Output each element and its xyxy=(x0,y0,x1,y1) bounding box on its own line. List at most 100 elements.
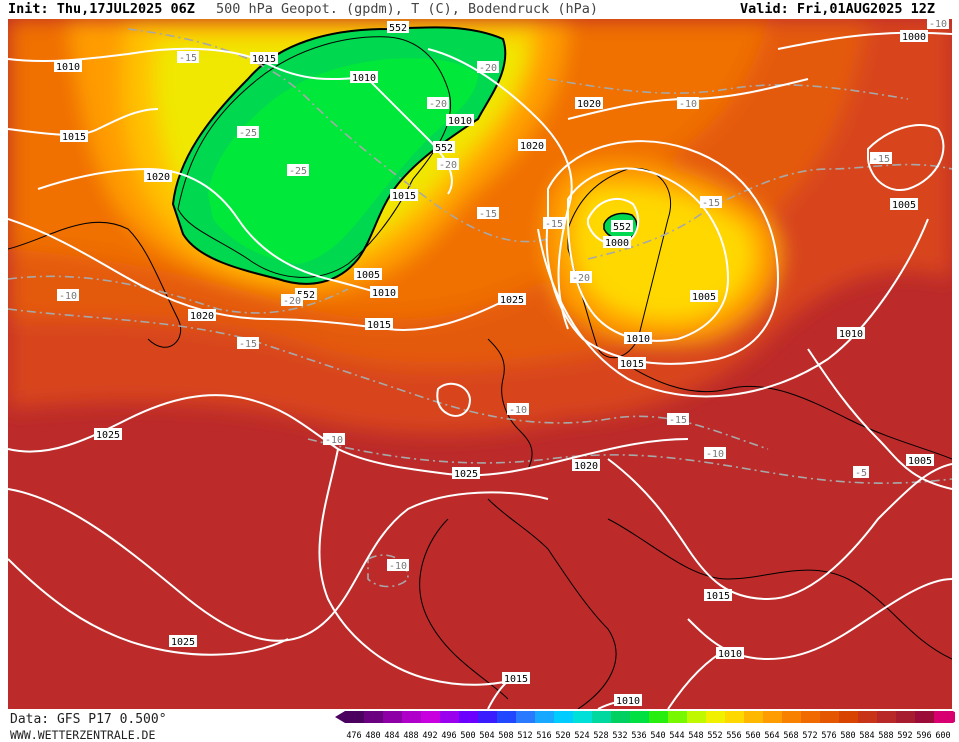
pressure-label-box xyxy=(572,459,600,471)
temperature-label: -20 xyxy=(439,160,457,171)
legend-value: 560 xyxy=(745,731,760,741)
legend-value: 524 xyxy=(574,731,589,741)
pressure-label: 1010 xyxy=(718,649,742,660)
legend-swatch xyxy=(668,711,687,723)
pressure-label: 1020 xyxy=(520,141,544,152)
pressure-label: 1020 xyxy=(577,99,601,110)
pressure-label: 1015 xyxy=(392,191,416,202)
pressure-label: 1005 xyxy=(356,270,380,281)
map-canvas: 1010 1015 1010 1015 1020 1015 1005 1010 1015 1020… xyxy=(8,19,952,709)
legend-swatch xyxy=(516,711,535,723)
pressure-label: 1010 xyxy=(448,116,472,127)
pressure-label-box xyxy=(60,130,88,142)
pressure-label-box xyxy=(502,672,530,684)
legend-swatch xyxy=(839,711,858,723)
pressure-label-box xyxy=(624,332,652,344)
pressure-label-box xyxy=(370,286,398,298)
pressure-isobars xyxy=(8,31,952,709)
legend-swatch xyxy=(554,711,573,723)
pressure-label: 1020 xyxy=(574,461,598,472)
legend-swatch xyxy=(649,711,668,723)
legend-swatch xyxy=(706,711,725,723)
legend-value: 540 xyxy=(650,731,665,741)
temperature-label-box xyxy=(281,294,303,306)
legend-value: 504 xyxy=(479,731,494,741)
pressure-label-box xyxy=(446,114,474,126)
weather-map: 1010 1015 1010 1015 1020 1015 1005 1010 1015 1020… xyxy=(8,19,952,709)
pressure-label-box xyxy=(900,30,928,42)
legend-value: 520 xyxy=(555,731,570,741)
pressure-label: 1015 xyxy=(706,591,730,602)
legend-swatch xyxy=(744,711,763,723)
pressure-label: 1015 xyxy=(367,320,391,331)
legend-value: 480 xyxy=(365,731,380,741)
pressure-label-box xyxy=(704,589,732,601)
temperature-label-box xyxy=(927,19,949,29)
legend-value: 532 xyxy=(612,731,627,741)
legend-swatch xyxy=(782,711,801,723)
legend-value: 508 xyxy=(498,731,513,741)
map-title: 500 hPa Geopot. (gpdm), T (C), Bodendruc… xyxy=(216,1,599,17)
legend-value: 536 xyxy=(631,731,646,741)
temperature-label: -15 xyxy=(702,198,720,209)
pressure-label: 1015 xyxy=(620,359,644,370)
pressure-label: 1025 xyxy=(96,430,120,441)
legend-value: 596 xyxy=(916,731,931,741)
temperature-label-box xyxy=(323,433,345,445)
temperature-label-box xyxy=(700,196,722,208)
pressure-label-box xyxy=(94,428,122,440)
legend-swatch xyxy=(592,711,611,723)
legend-value: 512 xyxy=(517,731,532,741)
legend-value: 484 xyxy=(384,731,399,741)
geopotential-label: 552 xyxy=(389,23,407,34)
temperature-label: -15 xyxy=(545,219,563,230)
temperature-contours xyxy=(8,28,952,588)
temperature-label: -15 xyxy=(872,154,890,165)
website: WWW.WETTERZENTRALE.DE xyxy=(10,728,156,742)
temperature-label: -10 xyxy=(389,561,407,572)
temperature-label: -10 xyxy=(59,291,77,302)
legend-swatch xyxy=(535,711,554,723)
pressure-label-box xyxy=(144,170,172,182)
temperature-label-box xyxy=(704,447,726,459)
legend-swatch xyxy=(611,711,630,723)
temperature-label-box xyxy=(507,403,529,415)
legend-value: 548 xyxy=(688,731,703,741)
temperature-label-box xyxy=(287,164,309,176)
temperature-label-box xyxy=(237,126,259,138)
legend-value: 584 xyxy=(859,731,874,741)
temperature-label-box xyxy=(57,289,79,301)
legend-swatch xyxy=(383,711,402,723)
temperature-label: -15 xyxy=(179,53,197,64)
pressure-label-box xyxy=(250,52,278,64)
pressure-label-box xyxy=(603,236,631,248)
map-header: Init: Thu,17JUL2025 06Z 500 hPa Geopot. … xyxy=(0,0,959,19)
legend-value: 556 xyxy=(726,731,741,741)
legend-value: 516 xyxy=(536,731,551,741)
temperature-label: -15 xyxy=(479,209,497,220)
legend-value: 576 xyxy=(821,731,836,741)
temperature-label: -20 xyxy=(572,273,590,284)
temperature-label: -10 xyxy=(679,99,697,110)
pressure-label-box xyxy=(690,290,718,302)
temperature-label-box xyxy=(677,97,699,109)
temperature-label-box xyxy=(437,158,459,170)
legend-swatch xyxy=(687,711,706,723)
legend-arrow-right xyxy=(953,711,955,723)
geopotential-labels: 552 552 552 552 xyxy=(295,21,633,301)
pressure-label: 1015 xyxy=(252,54,276,65)
temperature-label-box xyxy=(237,337,259,349)
pressure-label-box xyxy=(498,293,526,305)
pressure-labels: 1010 1015 1010 1015 1020 1015 1005 1010 1015 1020… xyxy=(54,30,934,707)
geopotential-label: 552 xyxy=(297,290,315,301)
temperature-label-box xyxy=(570,271,592,283)
legend-swatch xyxy=(896,711,915,723)
legend-swatch xyxy=(725,711,744,723)
legend-value: 572 xyxy=(802,731,817,741)
legend-swatch xyxy=(497,711,516,723)
legend-swatch xyxy=(915,711,934,723)
legend-value: 564 xyxy=(764,731,779,741)
pressure-label-box xyxy=(575,97,603,109)
legend-arrow-left xyxy=(335,711,345,723)
geopotential-fill xyxy=(8,19,952,709)
